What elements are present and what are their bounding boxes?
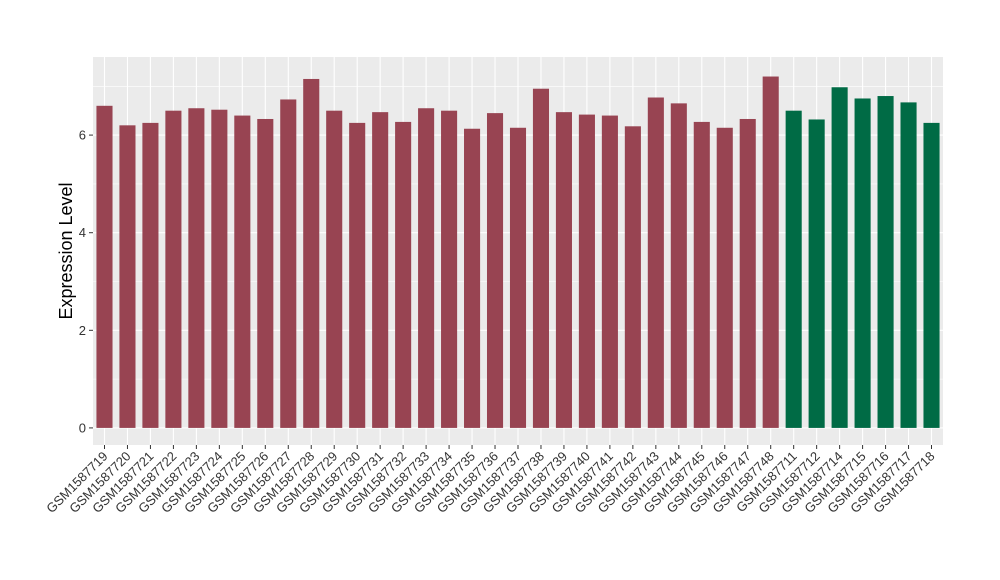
bar-GSM1587727 xyxy=(280,99,297,428)
y-tick-label: 0 xyxy=(79,420,86,435)
bar-GSM1587743 xyxy=(647,97,664,428)
bar-GSM1587717 xyxy=(900,102,917,428)
bar-GSM1587745 xyxy=(693,121,710,428)
bar-GSM1587742 xyxy=(624,126,641,428)
bar-GSM1587724 xyxy=(211,109,228,428)
bar-GSM1587747 xyxy=(739,118,756,428)
bar-GSM1587737 xyxy=(509,127,527,428)
bar-GSM1587715 xyxy=(854,98,871,428)
bar-GSM1587719 xyxy=(96,105,113,428)
bar-GSM1587716 xyxy=(877,96,894,428)
y-tick-label: 4 xyxy=(79,225,86,240)
bar-GSM1587748 xyxy=(762,76,779,428)
bar-GSM1587734 xyxy=(441,110,458,428)
y-axis-title: Expression Level xyxy=(56,182,76,319)
y-tick-label: 6 xyxy=(79,128,86,143)
bar-GSM1587718 xyxy=(923,122,940,428)
bar-GSM1587726 xyxy=(257,118,274,428)
bar-GSM1587738 xyxy=(532,88,550,428)
bar-GSM1587712 xyxy=(808,119,825,428)
bar-GSM1587733 xyxy=(418,108,435,428)
bar-GSM1587711 xyxy=(785,110,802,428)
bar-GSM1587721 xyxy=(142,122,159,428)
bar-GSM1587746 xyxy=(716,127,733,428)
bar-GSM1587741 xyxy=(601,115,618,428)
x-axis: GSM1587719GSM1587720GSM1587721GSM1587722… xyxy=(43,445,938,516)
bars-group xyxy=(96,76,940,428)
bar-GSM1587731 xyxy=(372,112,389,428)
bar-GSM1587739 xyxy=(555,112,572,428)
bar-GSM1587735 xyxy=(464,128,481,428)
bar-GSM1587729 xyxy=(326,110,343,428)
bar-GSM1587725 xyxy=(234,115,251,428)
bar-GSM1587730 xyxy=(349,122,366,428)
y-axis: 0 2 4 6 xyxy=(79,128,93,435)
bar-GSM1587740 xyxy=(578,114,595,428)
bar-GSM1587732 xyxy=(395,121,412,428)
bar-GSM1587722 xyxy=(165,110,182,428)
bar-GSM1587714 xyxy=(831,87,848,428)
bar-GSM1587744 xyxy=(670,103,687,428)
bar-GSM1587736 xyxy=(486,113,504,428)
bar-GSM1587723 xyxy=(188,108,205,428)
y-tick-label: 2 xyxy=(79,323,86,338)
bar-GSM1587728 xyxy=(303,78,320,428)
bar-GSM1587720 xyxy=(119,125,136,428)
